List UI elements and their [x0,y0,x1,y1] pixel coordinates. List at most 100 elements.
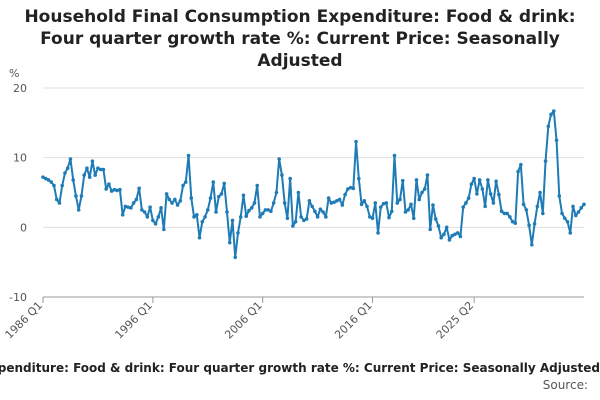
data-point [494,179,498,184]
data-point [85,166,89,170]
data-point [475,192,479,196]
data-point [582,202,586,207]
y-axis-label: % [9,67,19,80]
data-point [162,227,166,232]
data-point [414,178,419,182]
data-point [354,139,358,144]
data-point [524,208,529,212]
data-point [225,210,229,214]
x-tick-label: 2016 Q1 [332,299,375,342]
data-point [54,197,59,202]
data-point [134,197,139,202]
data-point [365,204,369,209]
series-layer [41,109,586,260]
data-point [247,208,251,213]
data-point [480,187,485,191]
data-point [302,218,306,223]
data-point [148,205,152,209]
data-point [409,202,413,207]
data-point [131,201,136,205]
y-tick-label: -10 [9,291,27,304]
data-point [381,201,386,206]
data-point [115,188,119,193]
data-point [197,235,202,240]
data-point [433,217,438,221]
data-point [236,231,240,235]
data-point [153,222,158,226]
data-point [464,201,468,205]
data-point [307,199,312,203]
x-tick-label: 2006 Q1 [222,299,265,342]
data-point [562,216,567,221]
data-point [200,219,205,224]
data-point [41,175,45,179]
y-tick-label: 20 [13,82,27,95]
data-point [466,196,471,200]
data-point [442,232,446,237]
data-point [258,215,262,219]
data-point [351,186,356,191]
data-point [549,112,553,117]
data-point [118,187,122,192]
data-point [211,180,216,184]
data-point [310,204,314,209]
data-point [359,202,364,207]
data-point [299,215,303,219]
data-point [389,209,394,214]
data-point [318,207,323,212]
data-point [49,180,54,184]
data-point [557,194,562,198]
data-point [244,214,249,218]
data-point [543,159,548,163]
data-point [420,190,424,195]
data-point [346,187,350,191]
data-point [378,205,383,209]
data-point [447,238,452,242]
data-point [530,242,534,247]
series-line [42,109,585,259]
data-point [532,222,537,226]
data-point [52,183,56,188]
x-tick-label: 2025 Q2 [434,299,477,342]
data-point [126,205,130,209]
axes: 20 10 0 -10% 1986 Q1 1996 Q1 2006 Q1 2016 Q1 202… [3,67,584,341]
data-point [513,221,518,225]
data-point [469,182,474,186]
data-point [455,231,460,235]
data-point [398,197,402,202]
data-point [107,182,111,186]
data-point [76,208,81,212]
data-point [343,192,347,197]
data-point [313,209,317,214]
data-point [335,199,339,203]
data-point [387,215,391,220]
data-point [282,201,287,205]
data-point [175,203,180,207]
data-point [60,183,65,188]
data-point [368,215,372,219]
data-point [461,205,465,209]
data-point [499,209,504,214]
data-point [230,218,235,223]
data-point [98,167,103,172]
data-point [573,213,578,218]
data-point [192,215,196,219]
footer-series-label: Household Final Consumption Expenditure:… [0,361,600,375]
data-point [68,157,73,161]
data-point [527,223,531,228]
data-point [43,176,48,181]
data-point [425,173,430,177]
data-point [332,200,336,205]
data-point [79,194,84,198]
data-point [541,211,545,216]
data-point [109,189,114,193]
data-point [101,167,106,172]
source-label: Source: [542,378,588,392]
data-point [291,224,295,228]
data-point [403,210,408,214]
data-point [288,176,292,181]
y-tick-label: 10 [13,152,27,165]
data-point [241,193,246,198]
data-point [538,190,542,195]
data-point [170,201,174,205]
